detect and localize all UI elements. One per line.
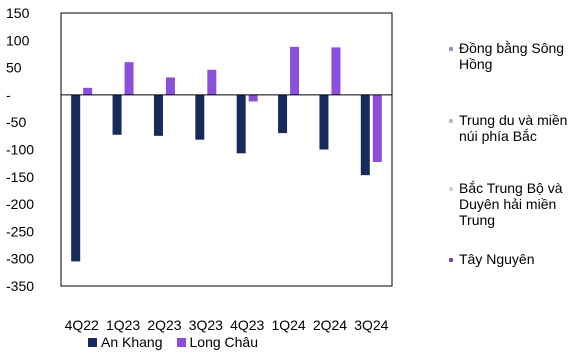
legend-item-an-khang: An Khang bbox=[88, 334, 163, 350]
y-axis-ticks: 150 100 50 - -50 -100 -150 -200 -250 -300 -350 bbox=[6, 5, 34, 294]
x-category-label: 1Q23 bbox=[106, 317, 140, 333]
bar-long-chau-2q23 bbox=[165, 77, 175, 95]
plot-area-border bbox=[60, 12, 393, 287]
side-legend-item: Đồng bằng Sông Hồng bbox=[449, 40, 564, 72]
y-tick-label: -100 bbox=[6, 142, 34, 158]
side-legend-dot bbox=[449, 119, 453, 123]
legend-label-an-khang: An Khang bbox=[101, 334, 163, 350]
bar-an-khang-1q24 bbox=[278, 94, 288, 134]
x-category-label: 3Q23 bbox=[189, 317, 223, 333]
legend-label-long-chau: Long Châu bbox=[189, 334, 259, 350]
bar-an-khang-4q23 bbox=[236, 94, 246, 154]
bottom-legend: An Khang Long Châu bbox=[88, 334, 258, 350]
legend-swatch-long-chau bbox=[176, 337, 186, 347]
y-tick-label: 150 bbox=[6, 5, 30, 21]
side-legend-label: Trung du và miền núi phía Bắc bbox=[459, 112, 568, 144]
side-legend-dot bbox=[449, 258, 453, 262]
x-category-label: 2Q23 bbox=[147, 317, 181, 333]
x-axis-categories: 4Q22 1Q23 2Q23 3Q23 4Q23 1Q24 2Q24 3Q24 bbox=[65, 317, 389, 333]
x-category-label: 2Q24 bbox=[313, 317, 347, 333]
x-category-label: 4Q22 bbox=[65, 317, 99, 333]
bar-long-chau-1q23 bbox=[124, 62, 134, 95]
bar-long-chau-4q23 bbox=[248, 94, 258, 102]
side-legend-item: Bắc Trung Bộ và Duyên hải miền Trung bbox=[449, 180, 563, 228]
y-tick-label: -200 bbox=[6, 196, 34, 212]
bar-long-chau-2q24 bbox=[331, 47, 341, 95]
bar-long-chau-4q22 bbox=[83, 87, 93, 95]
bar-an-khang-3q23 bbox=[195, 94, 205, 140]
y-tick-label: -150 bbox=[6, 169, 34, 185]
side-legend-item: Trung du và miền núi phía Bắc bbox=[449, 112, 567, 144]
side-legend-label: Bắc Trung Bộ và Duyên hải miền Trung bbox=[459, 180, 563, 228]
x-category-label: 4Q23 bbox=[230, 317, 264, 333]
bar-an-khang-1q23 bbox=[112, 94, 122, 135]
legend-item-long-chau: Long Châu bbox=[176, 334, 259, 350]
y-tick-label: -250 bbox=[6, 223, 34, 239]
y-tick-label: 50 bbox=[6, 60, 22, 76]
y-tick-label: - bbox=[6, 87, 11, 103]
bars-group bbox=[71, 46, 382, 262]
side-legend-dot bbox=[449, 187, 453, 191]
bar-an-khang-2q24 bbox=[319, 94, 329, 150]
side-legend-dot bbox=[449, 47, 453, 51]
x-category-label: 3Q24 bbox=[354, 317, 388, 333]
side-legend-label: Tây Nguyên bbox=[459, 251, 535, 267]
legend-swatch-an-khang bbox=[88, 337, 97, 347]
side-legend-item: Tây Nguyên bbox=[449, 251, 534, 267]
x-category-label: 1Q24 bbox=[271, 317, 305, 333]
y-tick-label: -50 bbox=[6, 114, 26, 130]
y-tick-label: 100 bbox=[6, 32, 30, 48]
bar-an-khang-4q22 bbox=[71, 94, 81, 262]
y-tick-label: -350 bbox=[6, 278, 34, 294]
side-legend-label: Đồng bằng Sông Hồng bbox=[459, 40, 565, 72]
bar-long-chau-3q23 bbox=[207, 69, 217, 95]
bar-long-chau-3q24 bbox=[372, 94, 382, 163]
bar-long-chau-1q24 bbox=[290, 46, 300, 95]
y-tick-label: -300 bbox=[6, 251, 34, 267]
bar-an-khang-3q24 bbox=[360, 94, 370, 176]
bar-an-khang-2q23 bbox=[153, 94, 163, 136]
